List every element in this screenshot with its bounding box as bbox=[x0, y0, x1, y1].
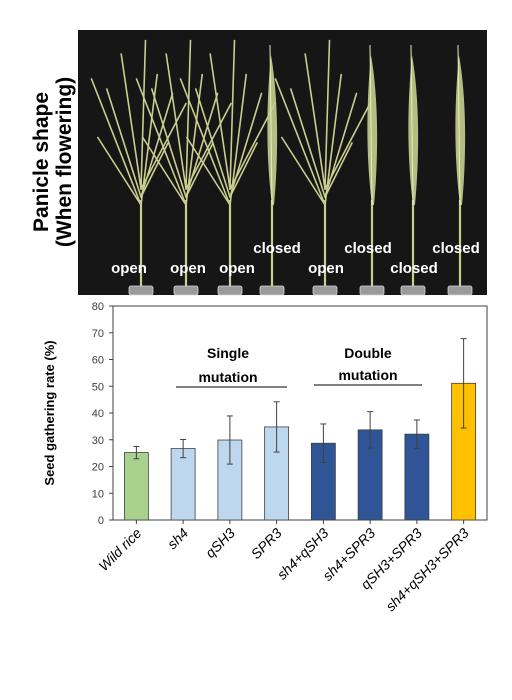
y-tick-label: 80 bbox=[92, 301, 104, 313]
bar-chart: 0 10 20 30 40 50 60 70 80 Wild rice sh4 qSH3 SPR3 sh… bbox=[42, 301, 488, 614]
panicle-branch bbox=[142, 136, 187, 206]
y-axis-title: Seed gathering rate (%) bbox=[42, 340, 57, 485]
pot-rim bbox=[447, 285, 473, 296]
panicle-branch bbox=[229, 39, 236, 190]
pot-rims bbox=[128, 285, 473, 296]
panicle-branch bbox=[135, 78, 187, 206]
annotation-line1: Single bbox=[207, 345, 249, 361]
y-tick-label: 50 bbox=[92, 381, 104, 393]
panicle-branch bbox=[229, 142, 258, 198]
panicle-shape-label: open bbox=[111, 260, 147, 277]
panicle-shape-label: closed bbox=[253, 240, 301, 257]
y-tick-label: 0 bbox=[98, 515, 104, 527]
panicle-branch bbox=[179, 78, 231, 206]
pot-rim bbox=[312, 285, 338, 296]
y-tick-label: 30 bbox=[92, 435, 104, 447]
panicle-branch bbox=[120, 53, 142, 190]
panicle-branch bbox=[195, 88, 231, 198]
closed-panicle bbox=[367, 55, 378, 205]
panicle-branch bbox=[289, 88, 326, 198]
pot-rim bbox=[173, 285, 199, 296]
pot-rim bbox=[359, 285, 385, 296]
pot-rim bbox=[217, 285, 243, 296]
x-axis: Wild rice sh4 qSH3 SPR3sh4+qSH3sh4+SPR3qSH3… bbox=[95, 520, 472, 614]
bar bbox=[123, 452, 149, 521]
panicle-branch bbox=[151, 88, 187, 198]
panicle-shape-label: open bbox=[219, 260, 255, 277]
x-tick-label: sh4 bbox=[164, 525, 191, 552]
y-tick-label: 60 bbox=[92, 355, 104, 367]
pot-rim bbox=[259, 285, 285, 296]
panicle-shape-label: closed bbox=[390, 260, 438, 277]
closed-panicle-awn bbox=[457, 44, 461, 206]
panicle-illustrations bbox=[90, 39, 466, 292]
closed-panicle-awn bbox=[269, 44, 273, 206]
closed-panicle bbox=[455, 55, 466, 205]
panicle-branch bbox=[90, 78, 142, 206]
panicle-branch bbox=[165, 53, 187, 190]
plot-area-frame bbox=[112, 305, 488, 521]
y-tick-label: 10 bbox=[92, 488, 104, 500]
panicle-branch bbox=[209, 53, 231, 190]
x-tick-label: SPR3 bbox=[248, 525, 285, 562]
pot-rim bbox=[400, 285, 426, 296]
y-tick-label: 20 bbox=[92, 462, 104, 474]
panicle-branch bbox=[185, 39, 192, 190]
x-tick-label: Wild rice bbox=[95, 525, 144, 574]
photo-ylabel-line1: Panicle shape bbox=[30, 92, 53, 232]
y-axis: 0 10 20 30 40 50 60 70 80 bbox=[92, 301, 113, 527]
panicle-branch bbox=[274, 78, 326, 206]
panicle-shape-label: open bbox=[170, 260, 206, 277]
pot-rim bbox=[128, 285, 154, 296]
panicle-branch bbox=[140, 142, 169, 198]
panicle-branch bbox=[324, 142, 353, 198]
annotation-line1: Double bbox=[344, 345, 392, 361]
panicle-branch bbox=[186, 136, 231, 206]
annotations: Single mutation Double mutation bbox=[176, 345, 422, 388]
panicle-branch bbox=[324, 102, 371, 190]
photo-ylabel-line2: (When flowering) bbox=[53, 77, 76, 247]
panicle-shape-label: closed bbox=[432, 240, 480, 257]
panicle-branch bbox=[106, 88, 142, 198]
closed-panicle bbox=[267, 55, 278, 205]
annotation-line2: mutation bbox=[198, 369, 257, 385]
panicle-branch bbox=[140, 39, 147, 190]
annotation-line2: mutation bbox=[338, 367, 397, 383]
x-tick-label: qSH3 bbox=[202, 525, 238, 561]
bar bbox=[170, 448, 196, 521]
panicle-shape-label: open bbox=[308, 260, 344, 277]
closed-panicle bbox=[408, 55, 419, 205]
closed-panicle-awn bbox=[410, 44, 414, 206]
panicle-shape-label: closed bbox=[344, 240, 392, 257]
y-tick-label: 70 bbox=[92, 328, 104, 340]
error-bars bbox=[133, 338, 467, 465]
panicle-branch bbox=[324, 39, 331, 190]
panicle-branch bbox=[97, 136, 142, 206]
panicle-branch bbox=[304, 53, 326, 190]
y-tick-label: 40 bbox=[92, 408, 104, 420]
x-tick-label: sh4+qSH3+SPR3 bbox=[382, 525, 472, 615]
bars bbox=[123, 382, 477, 521]
closed-panicle-awn bbox=[369, 44, 373, 206]
panicle-branch bbox=[280, 136, 326, 206]
panicle-branch bbox=[185, 102, 232, 190]
